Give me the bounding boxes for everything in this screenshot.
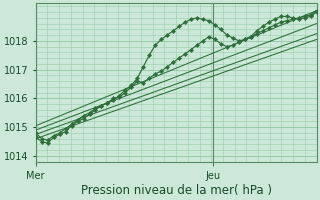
X-axis label: Pression niveau de la mer( hPa ): Pression niveau de la mer( hPa ): [81, 184, 272, 197]
